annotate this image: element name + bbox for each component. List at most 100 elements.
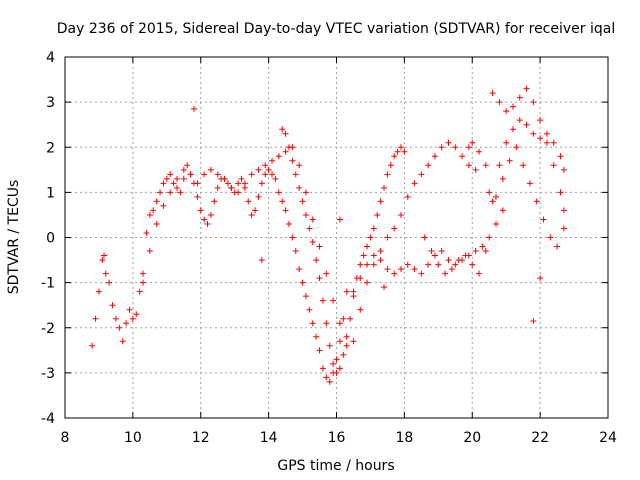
data-point — [384, 171, 391, 178]
data-point — [275, 153, 282, 160]
data-point — [265, 166, 272, 173]
series-sat-f — [465, 85, 567, 214]
data-point — [350, 288, 357, 295]
y-tick-label: 4 — [46, 50, 55, 66]
data-point — [431, 153, 438, 160]
data-point — [170, 180, 177, 187]
data-point — [330, 360, 337, 367]
data-point — [391, 225, 398, 232]
data-point — [496, 99, 503, 106]
data-point — [102, 270, 109, 277]
series-outliers — [190, 105, 544, 324]
data-point — [374, 211, 381, 218]
data-point — [309, 239, 316, 246]
data-point — [445, 257, 452, 264]
data-point — [509, 126, 516, 133]
data-point — [194, 180, 201, 187]
data-point — [255, 166, 262, 173]
data-point — [438, 144, 445, 151]
data-point — [340, 315, 347, 322]
x-tick-label: 20 — [463, 430, 481, 446]
y-tick-label: -1 — [41, 276, 55, 292]
data-point — [336, 365, 343, 372]
data-point — [377, 248, 384, 255]
data-point — [462, 252, 469, 259]
data-point — [384, 234, 391, 241]
data-point — [397, 211, 404, 218]
data-point — [364, 243, 371, 250]
data-point — [482, 248, 489, 255]
data-point — [391, 270, 398, 277]
data-point — [89, 342, 96, 349]
data-point — [489, 90, 496, 97]
data-point — [150, 207, 157, 214]
data-point — [357, 306, 364, 313]
data-point — [269, 157, 276, 164]
data-point — [269, 171, 276, 178]
data-point — [543, 139, 550, 146]
data-point — [119, 338, 126, 345]
data-point — [323, 374, 330, 381]
data-point — [452, 144, 459, 151]
data-point — [333, 356, 340, 363]
data-point — [486, 189, 493, 196]
data-point — [109, 302, 116, 309]
x-tick-label: 22 — [531, 430, 549, 446]
data-point — [143, 229, 150, 236]
data-point — [167, 189, 174, 196]
data-point — [431, 252, 438, 259]
data-point — [516, 94, 523, 101]
data-point — [221, 175, 228, 182]
data-point — [530, 99, 537, 106]
data-point — [455, 257, 462, 264]
data-point — [336, 338, 343, 345]
data-point — [214, 184, 221, 191]
data-point — [513, 144, 520, 151]
data-point — [537, 117, 544, 124]
data-point — [316, 243, 323, 250]
data-point — [248, 211, 255, 218]
data-point — [387, 162, 394, 169]
data-point — [319, 297, 326, 304]
data-point — [252, 207, 259, 214]
data-point — [465, 162, 472, 169]
data-point — [333, 369, 340, 376]
data-point — [92, 315, 99, 322]
data-point — [296, 266, 303, 273]
data-point — [493, 220, 500, 227]
data-point — [367, 234, 374, 241]
data-point — [180, 166, 187, 173]
data-point — [285, 220, 292, 227]
data-point — [330, 297, 337, 304]
data-point — [425, 261, 432, 268]
data-point — [377, 257, 384, 264]
data-point — [323, 320, 330, 327]
data-point — [313, 333, 320, 340]
data-point — [404, 261, 411, 268]
data-point — [448, 266, 455, 273]
data-point — [452, 261, 459, 268]
data-point — [309, 216, 316, 223]
data-point — [95, 288, 102, 295]
data-point — [316, 347, 323, 354]
data-point — [357, 275, 364, 282]
data-point — [180, 175, 187, 182]
data-point — [140, 279, 147, 286]
data-point — [360, 252, 367, 259]
data-point — [306, 225, 313, 232]
data-point — [476, 148, 483, 155]
data-point — [530, 317, 537, 324]
data-point — [499, 175, 506, 182]
data-point — [543, 130, 550, 137]
data-point — [272, 175, 279, 182]
data-point — [296, 162, 303, 169]
chart-title: Day 236 of 2015, Sidereal Day-to-day VTE… — [57, 21, 615, 37]
data-point — [537, 135, 544, 142]
data-point — [106, 279, 113, 286]
data-point — [241, 180, 248, 187]
data-point — [160, 180, 167, 187]
x-tick-label: 14 — [260, 430, 278, 446]
data-point — [275, 189, 282, 196]
